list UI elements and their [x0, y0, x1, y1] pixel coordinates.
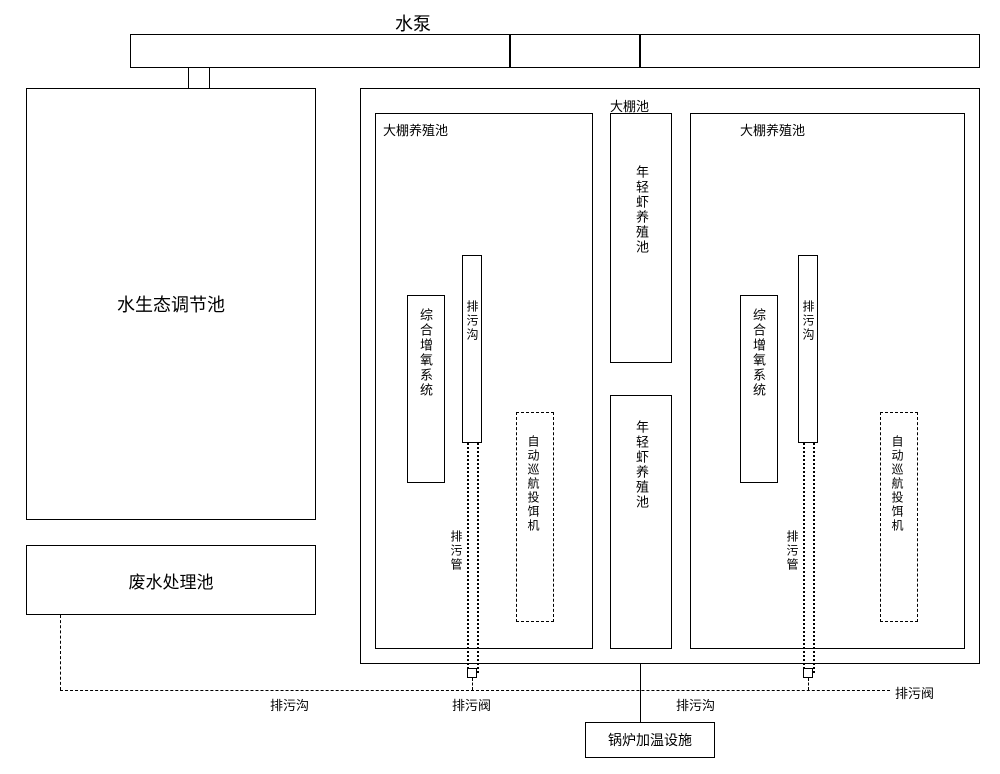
drain-ditch-1-label: 排污沟: [464, 300, 481, 342]
drain-main-v1: [60, 615, 61, 690]
pump-channel-mid: [510, 34, 640, 68]
breed-pond-2-label: 大棚养殖池: [740, 120, 805, 139]
boiler: 锅炉加温设施: [585, 722, 715, 758]
drain-pipe-2-label: 排污管: [784, 530, 801, 572]
feeder-2-label: 自动巡航投饵机: [889, 435, 906, 533]
drain-pipe-1b: [477, 443, 479, 673]
eco-pond-label: 水生态调节池: [117, 291, 225, 317]
valve-2-label: 排污阀: [895, 683, 934, 702]
breed-pond-2: [690, 113, 965, 649]
drain-ditch-1: [462, 255, 482, 443]
young-shrimp-1-label: 年轻虾养殖池: [632, 165, 651, 255]
pump-label: 水泵: [395, 10, 431, 36]
boiler-label: 锅炉加温设施: [608, 730, 692, 750]
feeder-1-label: 自动巡航投饵机: [525, 435, 542, 533]
drain-pipe-1-label: 排污管: [448, 530, 465, 572]
waste-pond-label: 废水处理池: [129, 568, 214, 593]
waste-pond: 废水处理池: [26, 545, 316, 615]
oxy-system-1-label: 综合增氧系统: [416, 308, 435, 398]
drain-ditch-label-1: 排污沟: [270, 695, 309, 714]
drain-ditch-2: [798, 255, 818, 443]
valve-1: [467, 668, 477, 678]
valve-2: [803, 668, 813, 678]
eco-pond: 水生态调节池: [26, 88, 316, 520]
drain-pipe-2b: [813, 443, 815, 673]
diagram-stage: 水泵 水生态调节池 废水处理池 大棚池 大棚养殖池 综合增氧系统 排污沟 排污管…: [0, 0, 1000, 774]
pump-channel-right: [640, 34, 980, 68]
drain-pipe-2a: [803, 443, 805, 673]
valve-2-down: [808, 678, 809, 690]
valve-1-down: [472, 678, 473, 690]
valve-1-label: 排污阀: [452, 695, 491, 714]
pump-channel-left: [130, 34, 510, 68]
drain-ditch-label-2: 排污沟: [676, 695, 715, 714]
drain-ditch-2-label: 排污沟: [800, 300, 817, 342]
breed-pond-1-label: 大棚养殖池: [383, 120, 448, 139]
drain-main-h: [60, 690, 890, 691]
drain-pipe-1a: [467, 443, 469, 673]
young-shrimp-2-label: 年轻虾养殖池: [632, 420, 651, 510]
oxy-system-2-label: 综合增氧系统: [749, 308, 768, 398]
boiler-line: [640, 664, 641, 722]
